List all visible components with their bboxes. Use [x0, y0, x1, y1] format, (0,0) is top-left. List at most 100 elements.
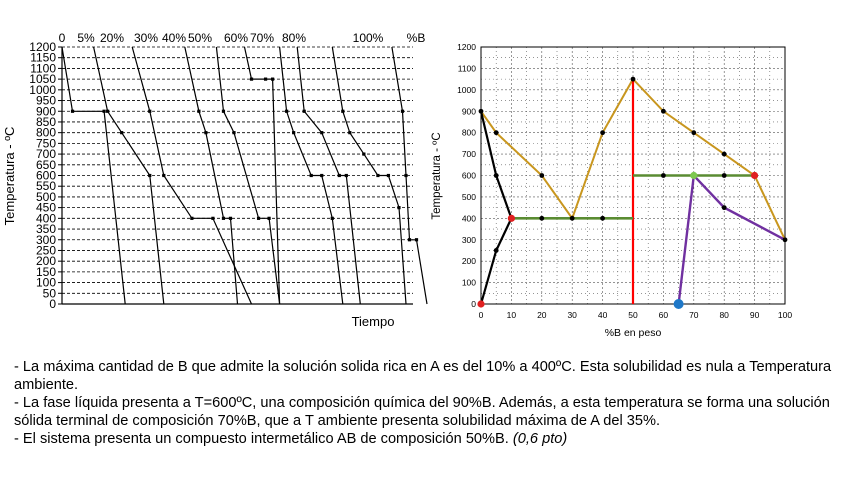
- cooling-curve-point: [148, 173, 152, 178]
- note-line-2: - La fase líquida presenta a T=600ºC, un…: [14, 395, 830, 429]
- cooling-curve-point: [362, 152, 366, 156]
- right-x-tick-label: 0: [479, 310, 484, 320]
- cooling-curve-0: [61, 46, 126, 305]
- cooling-curve-point: [397, 206, 401, 210]
- right-x-tick-label: 20: [537, 310, 547, 320]
- right-y-tick-label: 1000: [457, 85, 476, 95]
- cooling-curve-point: [221, 216, 226, 220]
- diagram-point: [600, 215, 605, 221]
- right-y-tick-label: 100: [462, 278, 476, 288]
- right-x-tick-label: 80: [719, 310, 729, 320]
- cooling-curve-point: [330, 216, 334, 220]
- cooling-curve-point: [249, 77, 254, 81]
- cooling-curve-point: [404, 173, 408, 178]
- cooling-curve-80pct: [331, 46, 407, 305]
- diagram-point: [493, 248, 499, 253]
- left-y-tick-label: 850: [36, 115, 56, 129]
- red-dot-marker: [477, 300, 485, 308]
- right-y-title: Temperatura - ºC: [431, 132, 443, 219]
- right-x-tick-label: 30: [567, 310, 577, 320]
- left-y-tick-label: 1000: [29, 83, 56, 97]
- cooling-curve-70pct: [296, 46, 361, 305]
- right-y-ticks: 0 100 200 300 400 500 600 700 800 900 1000 1100 1200: [457, 42, 476, 309]
- left-curves: [61, 46, 428, 305]
- right-y-tick-label: 300: [462, 235, 476, 245]
- diagram-point: [539, 215, 545, 221]
- right-y-tick-label: 1200: [457, 42, 476, 52]
- cooling-curve-point: [376, 173, 380, 178]
- left-y-tick-label: 1050: [29, 72, 56, 86]
- diagram-point: [493, 173, 499, 178]
- right-y-tick-label: 1100: [458, 63, 477, 73]
- cooling-curve-point: [106, 109, 110, 113]
- cooling-curve-30pct: [184, 46, 239, 305]
- note-line-3-text: - El sistema presenta un compuesto inter…: [14, 431, 513, 447]
- left-y-tick-label: 150: [36, 265, 56, 279]
- cooling-curve-20pct: [131, 46, 253, 305]
- left-y-tick-label: 100: [36, 276, 56, 290]
- cooling-curve-point: [256, 216, 261, 220]
- figure-area: 0 50 100 150 200 250 300 350 400 450 500 550 600 650 7…: [2, 31, 793, 339]
- left-y-title: Temperatura - ºC: [2, 127, 17, 226]
- green-dot-marker: [690, 171, 698, 180]
- right-x-tick-label: 40: [598, 310, 608, 320]
- left-top-label: 30%: [134, 31, 158, 45]
- left-y-tick-label: 1150: [30, 51, 56, 65]
- cooling-curve-point: [309, 173, 313, 178]
- left-y-tick-label: 1200: [29, 40, 56, 54]
- cooling-curve-point: [407, 238, 412, 242]
- cooling-curve-point: [148, 109, 152, 113]
- notes-block: - La máxima cantidad de B que admite la …: [14, 358, 842, 448]
- left-top-label: 20%: [100, 31, 124, 45]
- left-x-title: Tiempo: [352, 314, 395, 329]
- right-x-ticks: 0 10 20 30 40 50 60 70 80 90 100: [479, 310, 793, 320]
- right-points: [477, 76, 788, 309]
- left-top-label: 40%: [162, 31, 186, 45]
- cooling-curve-point: [221, 109, 226, 113]
- left-top-label: %B: [407, 31, 426, 45]
- diagram-point: [539, 173, 545, 178]
- cooling-curves-chart: 0501001502002503003504004505005506006507…: [2, 31, 428, 329]
- right-x-title: %B en peso: [605, 327, 662, 339]
- right-y-tick-label: 500: [462, 192, 476, 202]
- right-x-tick-label: 50: [628, 310, 638, 320]
- score-note: (0,6 pto): [512, 431, 568, 447]
- red-dot-marker: [507, 214, 515, 222]
- left-top-label: 0: [59, 31, 66, 45]
- cooling-curve-40pct: [215, 46, 281, 305]
- right-y-tick-label: 700: [462, 149, 476, 159]
- solvus-beta-line: [677, 172, 786, 305]
- cooling-curve-point: [414, 238, 419, 242]
- right-y-tick-label: 600: [462, 171, 476, 181]
- diagram-point: [691, 130, 697, 136]
- cooling-curve-point: [292, 131, 296, 135]
- right-x-tick-label: 100: [778, 310, 792, 320]
- cooling-curve-point: [232, 131, 236, 135]
- note-line-3: - El sistema presenta un compuesto inter…: [14, 430, 842, 448]
- diagram-point: [721, 173, 727, 178]
- cooling-curve-point: [285, 109, 289, 113]
- left-y-tick-label: 750: [36, 136, 56, 150]
- left-y-tick-label: 650: [36, 158, 56, 172]
- left-top-label: 60%: [224, 31, 248, 45]
- phase-diagram-chart: 0100200300400500600700800900100011001200…: [431, 42, 793, 339]
- right-y-tick-label: 0: [471, 299, 476, 309]
- right-y-tick-label: 400: [462, 213, 476, 223]
- right-y-tick-label: 200: [462, 256, 476, 266]
- left-y-tick-label: 400: [36, 211, 56, 225]
- right-x-tick-label: 70: [689, 310, 699, 320]
- cooling-curve-100pct: [391, 46, 428, 305]
- left-y-tick-label: 300: [36, 233, 56, 247]
- cooling-curve-point: [70, 109, 75, 113]
- left-y-tick-label: 800: [36, 126, 56, 140]
- left-y-tick-label: 500: [36, 190, 56, 204]
- cooling-curve-point: [337, 173, 341, 178]
- cooling-curve-point: [386, 173, 391, 178]
- right-x-tick-label: 10: [507, 310, 517, 320]
- diagram-point: [478, 108, 484, 114]
- cooling-curve-point: [197, 109, 201, 113]
- diagram-point: [721, 151, 727, 157]
- cooling-curve-point: [400, 109, 405, 113]
- cooling-curve-point: [302, 109, 306, 113]
- left-y-tick-label: 0: [49, 297, 56, 311]
